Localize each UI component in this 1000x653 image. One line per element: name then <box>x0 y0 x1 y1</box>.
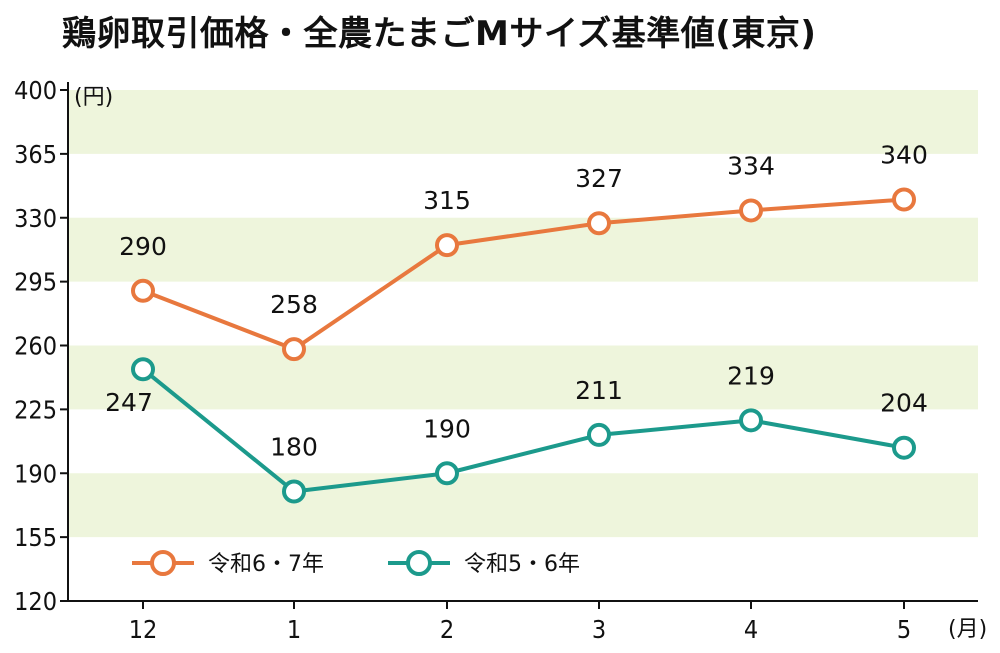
data-point <box>587 422 611 447</box>
data-point <box>892 435 916 460</box>
y-tick-label: 120 <box>14 587 57 616</box>
legend-label: 令和5・6年 <box>464 552 580 577</box>
x-tick-label: 5 <box>897 615 911 644</box>
data-point <box>435 233 459 258</box>
x-ticks: 12 1 2 3 4 5 <box>129 601 911 644</box>
data-point <box>739 408 763 433</box>
grid-band <box>69 345 978 410</box>
chart-title: 鶏卵取引価格・全農たまごMサイズ基準値(東京) <box>62 14 817 54</box>
x-tick-label: 4 <box>744 615 758 644</box>
y-tick-label: 400 <box>14 76 57 105</box>
y-tick-label: 295 <box>14 268 57 297</box>
data-label: 190 <box>423 414 471 443</box>
x-tick-label: 1 <box>287 615 301 644</box>
data-label: 219 <box>727 361 775 390</box>
x-tick-label: 3 <box>592 615 606 644</box>
data-point <box>131 357 155 382</box>
data-point <box>587 211 611 236</box>
data-point <box>739 198 763 223</box>
data-label: 290 <box>119 232 167 261</box>
y-tick-label: 330 <box>14 204 57 233</box>
data-label: 327 <box>575 164 623 193</box>
y-ticks: 400 365 330 295 260 225 190 155 120 <box>14 76 68 616</box>
series-line <box>142 197 905 352</box>
data-point <box>282 337 306 362</box>
data-label: 211 <box>575 376 623 405</box>
data-label: 204 <box>880 389 928 418</box>
legend-item: 令和6・7年 <box>132 550 324 577</box>
y-tick-label: 155 <box>14 523 57 552</box>
data-label: 334 <box>727 151 775 180</box>
data-label: 340 <box>880 141 928 170</box>
data-label: 180 <box>270 433 318 462</box>
y-tick-label: 190 <box>14 459 57 488</box>
legend-swatch-marker <box>150 550 176 576</box>
data-label: 258 <box>270 290 318 319</box>
x-tick-label: 12 <box>129 615 158 644</box>
legend-swatch-marker <box>406 550 432 576</box>
legend: 令和6・7年 令和5・6年 <box>132 550 580 577</box>
data-point <box>131 278 155 303</box>
grid-band <box>69 217 978 282</box>
data-point <box>435 461 459 486</box>
legend-item: 令和5・6年 <box>388 550 580 577</box>
data-point <box>892 187 916 212</box>
grid-band <box>69 473 978 538</box>
data-point <box>282 479 306 504</box>
x-tick-label: 2 <box>440 615 454 644</box>
series-1: 290 258 315 327 334 340 <box>119 141 928 362</box>
y-tick-label: 260 <box>14 332 57 361</box>
series-2: 247 180 190 211 219 204 <box>105 357 928 504</box>
grid-band <box>69 90 978 154</box>
background-bands <box>69 90 978 538</box>
y-tick-label: 225 <box>14 395 57 424</box>
y-unit-label: (円) <box>74 85 113 110</box>
y-tick-label: 365 <box>14 140 57 169</box>
legend-label: 令和6・7年 <box>208 552 324 577</box>
data-label: 315 <box>423 186 471 215</box>
data-label: 247 <box>105 388 153 417</box>
x-unit-label: (月) <box>948 617 987 642</box>
series-line <box>141 367 905 494</box>
